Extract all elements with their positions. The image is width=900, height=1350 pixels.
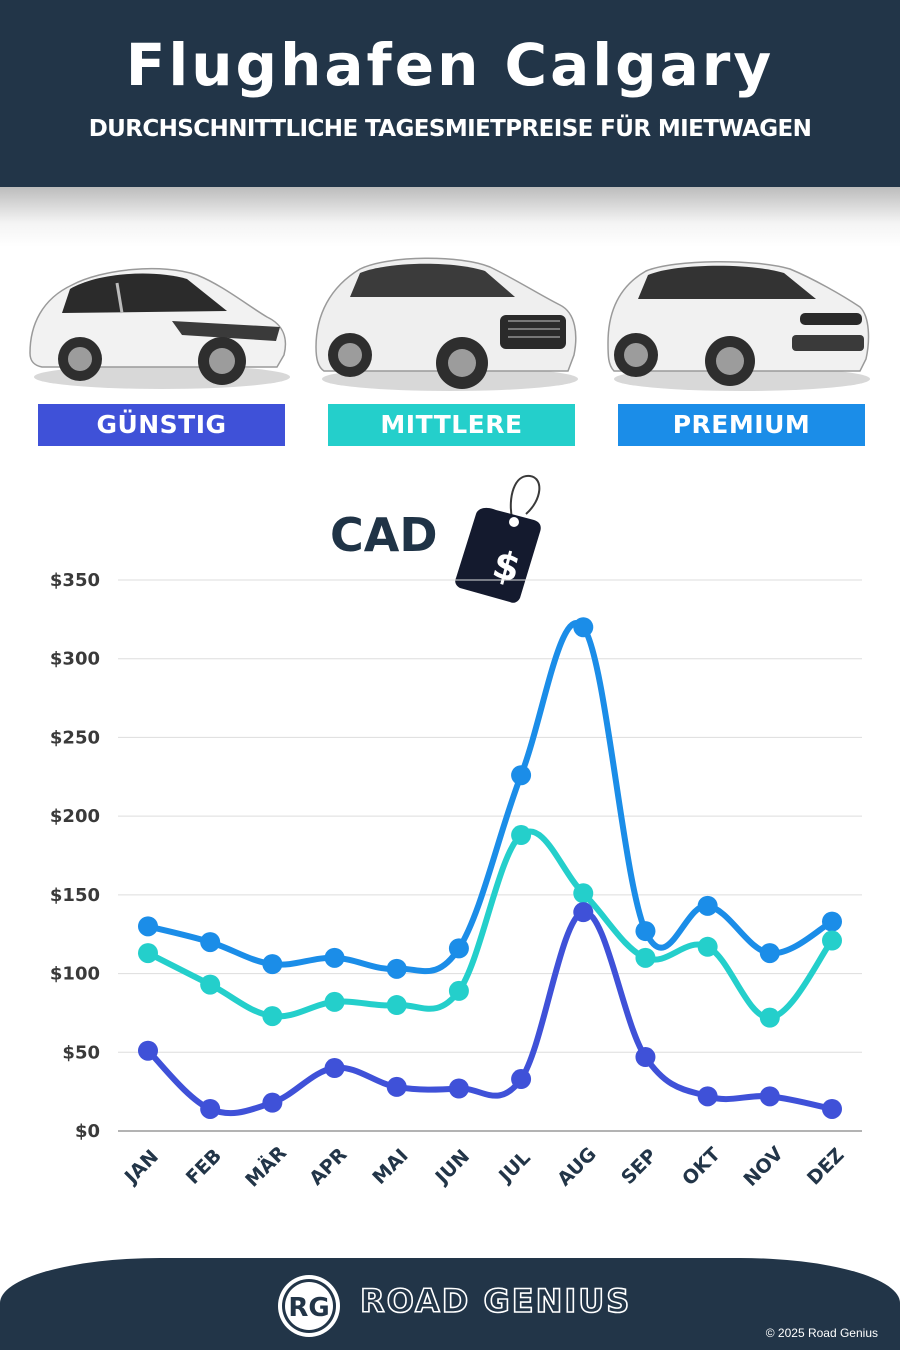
y-tick-label: $100 [50,964,100,985]
x-tick-label: JUN [430,1145,474,1189]
data-point-mittlere [262,1006,283,1027]
data-point-günstig [635,1047,656,1068]
data-point-günstig [200,1098,221,1119]
data-point-premium [697,895,718,916]
data-point-mittlere [386,995,407,1016]
data-point-günstig [138,1040,158,1061]
header-shadow [0,187,900,247]
data-point-premium [635,921,656,942]
y-tick-label: $200 [50,806,100,827]
premium-suv-image [607,260,870,391]
data-point-günstig [759,1086,780,1107]
logo-text: RG [288,1293,329,1323]
x-tick-label: FEB [182,1145,226,1189]
data-point-günstig [822,1098,842,1119]
data-point-premium [511,765,532,786]
data-point-premium [573,617,594,638]
series-line-günstig [145,909,835,1117]
x-tick-label: DEZ [803,1144,849,1190]
series-line-mittlere [145,828,835,1021]
data-point-günstig [386,1076,407,1097]
x-tick-label: AUG [553,1143,600,1190]
data-point-günstig [262,1092,283,1113]
y-tick-label: $250 [50,727,100,748]
page-title: Flughafen Calgary [125,31,775,99]
data-point-premium [448,938,469,959]
page-subtitle: DURCHSCHNITTLICHE TAGESMIETPREISE FÜR MI… [88,116,812,142]
footer [0,1258,900,1350]
data-point-premium [138,916,158,937]
category-label-economy: GÜNSTIG [38,404,285,446]
x-tick-label: JAN [119,1146,163,1190]
data-point-mittlere [138,943,158,964]
data-point-premium [822,911,842,932]
economy-car-image [29,267,290,389]
category-label-midsize: MITTLERE [328,404,575,446]
data-point-günstig [573,902,594,923]
y-tick-label: $50 [62,1042,100,1063]
data-point-günstig [324,1058,345,1079]
data-point-premium [200,932,221,953]
data-point-mittlere [759,1007,780,1028]
midsize-suv-image [315,257,578,391]
data-point-mittlere [573,883,594,904]
y-tick-label: $0 [75,1121,100,1142]
y-tick-label: $150 [50,885,100,906]
x-tick-label: SEP [617,1145,661,1189]
data-point-mittlere [697,936,718,957]
data-point-mittlere [511,825,532,846]
x-tick-label: NOV [739,1142,787,1190]
data-point-günstig [697,1086,718,1107]
series-line-premium [145,620,835,975]
x-tick-label: APR [305,1143,351,1189]
data-point-mittlere [324,991,345,1012]
x-tick-label: MAI [368,1145,412,1189]
category-label-premium: PREMIUM [618,404,865,446]
y-tick-label: $350 [50,570,100,591]
price-line-chart: $0 $50 $100 $150 $200 $250 $300 $350 JAN FEB MÄR AP… [50,570,862,1192]
y-tick-label: $300 [50,649,100,670]
data-point-premium [324,947,345,968]
x-tick-label: OKT [678,1143,725,1190]
data-point-premium [262,954,283,975]
currency-label: CAD [330,508,438,562]
x-tick-label: JUL [493,1147,534,1188]
data-point-premium [386,958,407,979]
price-tag-icon: $ [455,474,541,603]
copyright: © 2025 Road Genius [765,1326,878,1340]
brand-name: ROAD GENIUS [359,1282,632,1320]
x-tick-label: MÄR [240,1140,291,1191]
data-point-mittlere [200,974,221,995]
data-point-günstig [511,1069,532,1090]
data-point-günstig [448,1078,469,1099]
header: Flughafen Calgary DURCHSCHNITTLICHE TAGE… [0,0,900,187]
road-genius-logo-icon: RG [278,1275,340,1337]
data-point-mittlere [448,980,469,1001]
data-point-mittlere [822,930,842,951]
data-point-premium [759,943,780,964]
data-point-mittlere [635,947,656,968]
